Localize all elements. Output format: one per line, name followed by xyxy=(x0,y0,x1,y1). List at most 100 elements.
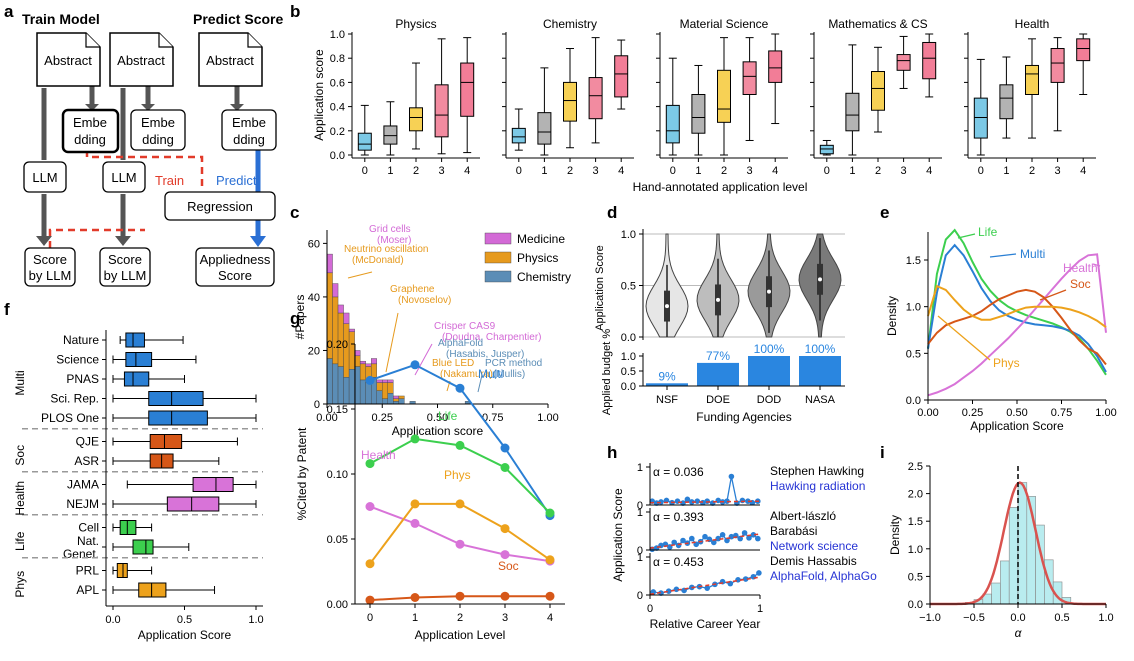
annotation-title: Neutrino oscillation xyxy=(344,244,429,255)
y-tick-label: 0.6 xyxy=(330,77,345,89)
career-point xyxy=(694,498,701,505)
bar-chemistry xyxy=(337,366,344,405)
career-point xyxy=(742,576,749,582)
journal-box xyxy=(119,520,137,535)
journal-box xyxy=(166,496,220,512)
annotation-title: Blue LED xyxy=(432,358,474,369)
bar-physics xyxy=(387,382,394,394)
y-tick-label: 1.0 xyxy=(330,29,345,41)
bar-physics xyxy=(393,398,400,402)
x-tick-label: 2 xyxy=(567,165,573,177)
panel-letter-a: a xyxy=(4,2,14,21)
journal-label: PRL xyxy=(76,564,100,578)
panel-e-density: 0.0 0.5 1.0 1.5 0.00 0.25 0.50 0.75 1.00 Applicat… xyxy=(885,225,1117,433)
career-point xyxy=(671,539,677,546)
journal-label: Nature xyxy=(63,333,99,347)
x-tick-label: 2 xyxy=(875,165,881,177)
bar-chemistry xyxy=(348,369,355,405)
density-line-health xyxy=(927,253,1107,397)
y-tick-label: 0.10 xyxy=(327,469,348,481)
bar-chemistry xyxy=(387,393,394,405)
x-tick-label: 0.5 xyxy=(177,614,192,626)
x-axis-label: Funding Agencies xyxy=(696,410,791,424)
career-point xyxy=(750,573,757,580)
x-tick-label: 0 xyxy=(647,603,653,615)
x-tick-label: 0 xyxy=(516,165,522,177)
journal-box xyxy=(138,582,167,598)
journal-label: Science xyxy=(56,353,99,367)
panel-letter-h: h xyxy=(607,443,617,462)
x-axis-label: Relative Career Year xyxy=(650,617,761,631)
point-phys xyxy=(545,555,555,565)
point-soc xyxy=(455,591,465,601)
abstract-2: Abstract xyxy=(117,53,165,68)
series-label-health: Health xyxy=(361,448,396,462)
point-phys xyxy=(455,499,465,509)
bar-medicine xyxy=(343,312,350,324)
journal-label: PNAS xyxy=(66,372,99,386)
x-tick-label: 0 xyxy=(824,165,830,177)
point-health xyxy=(500,550,510,560)
bar-medicine xyxy=(393,395,400,399)
series-label-life: Life xyxy=(438,409,458,423)
point-health xyxy=(410,518,420,528)
journal-box xyxy=(132,539,154,555)
journal-label: Nat. xyxy=(77,534,99,548)
scientist-topic: Network science xyxy=(770,539,858,553)
box-level-4 xyxy=(768,50,783,83)
y-tick-label: 1.0 xyxy=(906,302,921,314)
scientist-topic: Hawking radiation xyxy=(770,479,865,493)
score-2-l1: Score xyxy=(108,252,142,267)
journal-box xyxy=(148,391,204,406)
panel-letter-b: b xyxy=(290,2,300,21)
x-tick-label: 1.0 xyxy=(248,614,263,626)
x-tick-label: 3 xyxy=(502,612,508,624)
point-life xyxy=(500,463,510,472)
x-tick-label: 3 xyxy=(747,165,753,177)
y-tick-label: 0.0 xyxy=(621,332,636,344)
budget-bar-label: 9% xyxy=(658,369,676,383)
career-point xyxy=(680,537,686,544)
box-level-2 xyxy=(563,81,577,122)
career-point xyxy=(673,586,680,593)
budget-bar xyxy=(748,356,790,386)
panel-i-alpha-histogram: 0.0 0.5 1.0 1.5 2.0 2.5 −1.0 −0.5 0.0 0.5 1.0 α Dens… xyxy=(888,461,1114,640)
x-axis-label: Application Level xyxy=(415,628,506,642)
y-tick-label: 2.5 xyxy=(908,461,923,473)
point-soc xyxy=(500,591,510,601)
bar-chemistry xyxy=(332,363,339,405)
bar-physics xyxy=(348,331,355,370)
y-tick-label: 0.4 xyxy=(330,102,345,114)
annotation-title: Grid cells xyxy=(369,224,411,235)
x-tick-label: 1 xyxy=(541,165,547,177)
y-tick-label: 0 xyxy=(637,500,643,512)
llm-box-1: LLM xyxy=(32,170,57,185)
x-tick-label: 3 xyxy=(901,165,907,177)
x-tick-label: 1.00 xyxy=(537,412,558,424)
bar-chemistry xyxy=(343,377,350,405)
x-tick-label: 0 xyxy=(362,165,368,177)
x-tick-label: −1.0 xyxy=(919,612,941,624)
box-level-4 xyxy=(614,55,629,98)
journal-label: APL xyxy=(76,583,99,597)
x-tick-label: NASA xyxy=(805,394,836,406)
bar-chemistry xyxy=(359,379,366,405)
train-model-title: Train Model xyxy=(22,11,100,27)
x-tick-label: 4 xyxy=(547,612,553,624)
budget-bar xyxy=(799,356,841,386)
embedding-3-l2: dding xyxy=(233,132,265,147)
annotation-title: Graphene xyxy=(390,284,435,295)
x-tick-label: 4 xyxy=(1080,165,1086,177)
box-level-3 xyxy=(1050,48,1065,83)
x-tick-label: 0.50 xyxy=(427,412,448,424)
panel-f-journal-boxes: Nature Science PNAS Sci. Rep. PLOS One QJE ASR… xyxy=(13,330,264,642)
journal-box xyxy=(125,332,145,348)
x-tick-label: 0 xyxy=(367,612,373,624)
box-level-3 xyxy=(742,61,757,95)
y-tick-label: 0.5 xyxy=(906,348,921,360)
x-tick-label: 2 xyxy=(721,165,727,177)
scientist-name: Albert-lászló xyxy=(770,509,836,523)
box-level-4 xyxy=(1076,38,1091,62)
panel-letter-i: i xyxy=(880,443,885,462)
